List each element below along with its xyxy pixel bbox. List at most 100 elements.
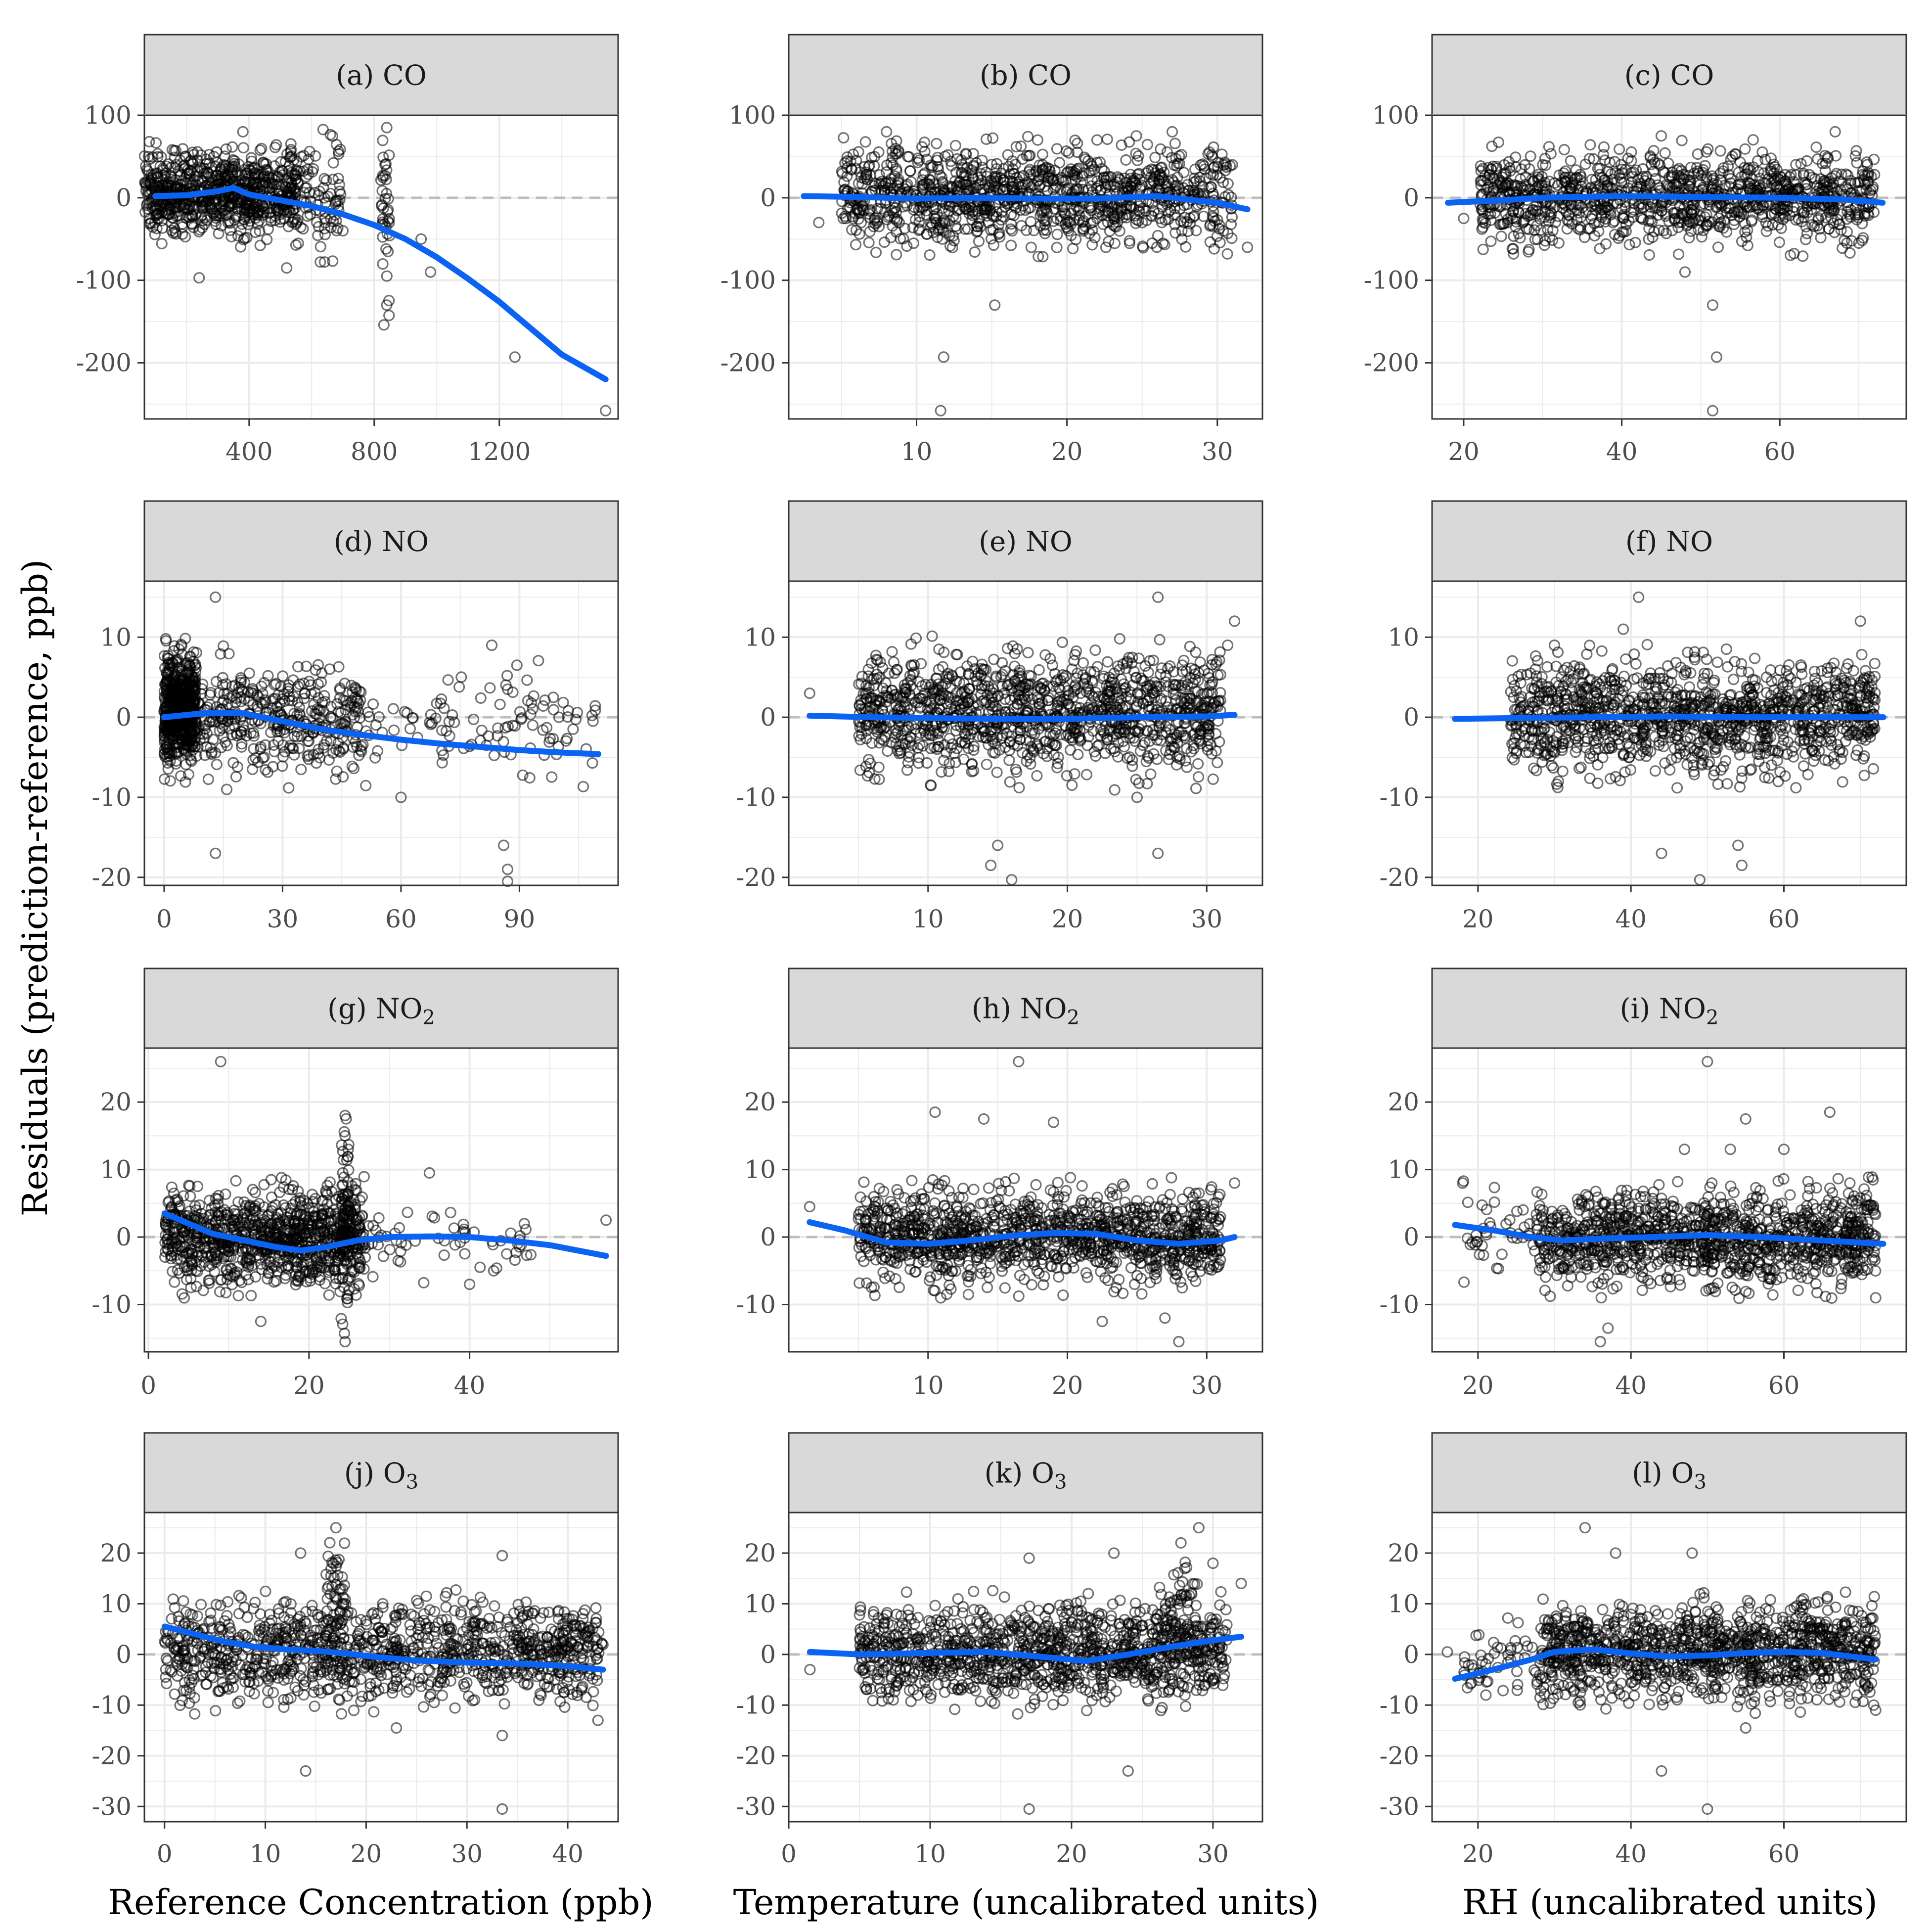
residual-point (149, 229, 161, 240)
residual-point (252, 205, 265, 217)
residual-point (334, 185, 346, 197)
residual-point (329, 198, 341, 210)
panel-strip (143, 34, 619, 116)
x-tick-label: 60 (1764, 437, 1796, 466)
residual-point (319, 217, 331, 229)
residual-point (308, 163, 319, 175)
residual-point (187, 149, 199, 161)
y-tick-label: -100 (1364, 266, 1419, 295)
residual-point (166, 144, 178, 156)
residual-point (169, 226, 181, 238)
y-tick-label: 0 (116, 184, 132, 212)
x-tick-label: 0 (156, 905, 172, 933)
residual-point (290, 239, 302, 251)
y-tick-label: 100 (1372, 101, 1419, 130)
residual-points (138, 122, 612, 416)
residual-point (172, 206, 184, 218)
residual-point (210, 194, 222, 206)
residual-point (272, 179, 284, 190)
x-tick-label: 30 (267, 905, 299, 933)
residual-point (268, 179, 280, 190)
residual-point (302, 210, 314, 222)
x-tick-label: 90 (504, 905, 536, 933)
residual-point (377, 258, 389, 270)
panel-title: (d) NO (334, 526, 429, 558)
residual-point (286, 217, 298, 229)
residual-point (226, 192, 238, 205)
residual-point (317, 124, 329, 136)
residual-point (274, 216, 286, 228)
residual-point (382, 245, 394, 258)
residual-point (284, 151, 296, 164)
residual-point (210, 219, 222, 230)
residual-point (320, 175, 332, 186)
y-tick-label: 0 (116, 703, 132, 732)
residual-point (147, 151, 159, 163)
residual-point (265, 215, 277, 228)
residual-point (300, 171, 312, 183)
y-tick-label: 100 (85, 101, 132, 130)
residual-point (381, 270, 393, 282)
residual-point (156, 222, 169, 234)
residual-point (254, 239, 266, 251)
residual-point (246, 162, 258, 174)
residual-point (152, 172, 164, 184)
residual-point (254, 144, 266, 156)
y-tick-label: 0 (1403, 184, 1419, 212)
residual-point (146, 180, 158, 191)
residual-point (327, 174, 339, 185)
residual-point (228, 158, 240, 170)
y-tick-label: -100 (720, 266, 776, 295)
y-tick-label: -10 (91, 783, 132, 812)
x-tick-label: 20 (1448, 437, 1480, 466)
residual-point (252, 218, 264, 230)
residual-point (332, 173, 344, 184)
x-tick-label: 60 (385, 905, 417, 933)
residual-point (193, 226, 205, 238)
residual-point (248, 177, 261, 189)
residual-point (270, 139, 282, 151)
residual-point (195, 211, 207, 223)
residual-point (185, 155, 197, 167)
residual-point (197, 203, 209, 215)
residual-point (334, 143, 346, 155)
residual-point (244, 200, 256, 212)
y-tick-label: 10 (100, 623, 132, 651)
residual-point (186, 200, 198, 212)
residual-point (226, 164, 238, 176)
y-tick-label: -100 (76, 266, 132, 295)
residual-point (377, 151, 389, 163)
residual-point (238, 214, 250, 226)
residual-point (283, 160, 295, 172)
residual-point (151, 168, 163, 180)
residual-point (292, 237, 304, 249)
residual-point (150, 137, 162, 149)
residual-point (177, 218, 188, 230)
residual-point (332, 145, 345, 157)
panel-title: (e) NO (979, 526, 1073, 558)
residual-point (150, 202, 162, 214)
residual-point (222, 217, 234, 229)
residual-point (327, 157, 339, 169)
y-tick-label: -200 (720, 349, 776, 377)
residual-point (285, 177, 297, 189)
residual-point (205, 202, 217, 214)
residual-point (295, 221, 307, 233)
x-tick-label: 1200 (468, 437, 531, 466)
residual-point (251, 207, 263, 219)
y-tick-label: 100 (729, 101, 776, 130)
residual-point (192, 176, 204, 187)
residual-point (298, 150, 310, 162)
residual-point (200, 153, 212, 165)
residual-point (310, 150, 321, 162)
residual-point (256, 142, 268, 154)
residual-point (318, 173, 330, 184)
residual-point (285, 145, 297, 157)
residual-point (312, 230, 324, 241)
residual-point (315, 256, 326, 268)
x-tick-label: 800 (351, 437, 398, 466)
